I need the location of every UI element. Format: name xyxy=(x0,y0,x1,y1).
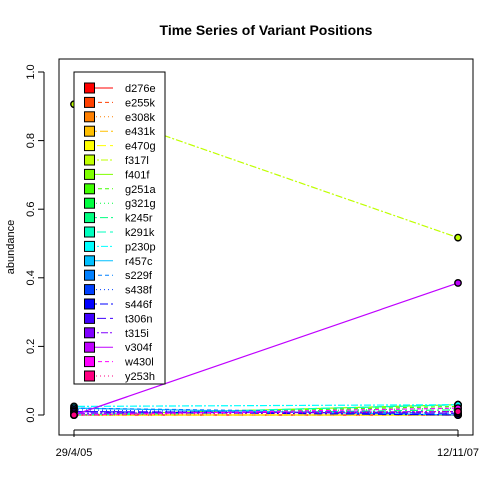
legend: d276e e255k e308k e431k e470g f317l f401f g251a… xyxy=(73,71,166,385)
legend-item: e255k xyxy=(84,96,155,109)
series-layer xyxy=(70,100,462,419)
legend-label: f401f xyxy=(125,169,150,181)
legend-swatch xyxy=(84,96,95,108)
legend-swatch xyxy=(84,154,95,166)
x-tick-label: 12/11/07 xyxy=(437,447,479,459)
legend-swatch xyxy=(84,226,95,238)
x-tick-label: 29/4/05 xyxy=(56,447,93,459)
legend-label: d276e xyxy=(125,83,156,95)
y-tick-label: 0.0 xyxy=(25,407,37,422)
legend-label: e308k xyxy=(125,112,155,124)
legend-swatch xyxy=(84,140,95,152)
legend-swatch xyxy=(84,183,95,195)
data-point xyxy=(454,279,462,287)
legend-label: r457c xyxy=(125,256,153,268)
chart-title: Time Series of Variant Positions xyxy=(160,22,373,38)
y-tick-label: 0.8 xyxy=(25,133,37,148)
legend-swatch xyxy=(84,312,95,324)
legend-label: p230p xyxy=(125,241,156,253)
legend-swatch xyxy=(84,298,95,310)
legend-label: e431k xyxy=(125,126,155,138)
series-y253h xyxy=(70,407,462,419)
legend-item: r457c xyxy=(84,255,153,268)
series-line xyxy=(73,410,459,414)
legend-swatch xyxy=(84,327,95,339)
legend-item: f317l xyxy=(84,154,149,167)
series-line xyxy=(73,410,459,416)
legend-item: e470g xyxy=(84,140,156,153)
legend-item: s438f xyxy=(84,284,153,297)
data-point xyxy=(70,411,78,419)
legend-swatch xyxy=(84,284,95,296)
series-line xyxy=(73,103,459,239)
legend-item: v304f xyxy=(84,341,153,354)
legend-item: e308k xyxy=(84,111,155,124)
data-point xyxy=(454,233,462,242)
y-tick-label: 0.6 xyxy=(25,202,37,217)
y-tick-label: 0.2 xyxy=(25,339,37,354)
legend-label: w430l xyxy=(124,357,154,369)
legend-item: t306n xyxy=(84,312,153,325)
legend-label: g321g xyxy=(125,198,156,210)
legend-swatch xyxy=(84,197,95,209)
y-tick-label: 0.4 xyxy=(25,270,37,285)
legend-label: s229f xyxy=(125,270,153,282)
legend-label: k291k xyxy=(125,227,155,239)
series-line xyxy=(73,404,459,416)
legend-label: s446f xyxy=(125,299,153,311)
legend-label: e255k xyxy=(125,97,155,109)
legend-swatch xyxy=(84,341,95,353)
legend-swatch xyxy=(84,356,95,368)
legend-label: f317l xyxy=(125,155,149,167)
legend-item: t315i xyxy=(84,327,149,340)
legend-label: t315i xyxy=(125,328,149,340)
legend-label: y253h xyxy=(125,371,155,383)
series-line xyxy=(73,404,459,408)
legend-swatch xyxy=(84,125,95,137)
legend-item: y253h xyxy=(84,370,155,383)
series-line xyxy=(73,282,459,416)
data-point xyxy=(454,407,462,416)
legend-label: g251a xyxy=(125,184,156,196)
legend-item: p230p xyxy=(84,240,156,253)
legend-label: k245r xyxy=(125,213,153,225)
legend-item: s446f xyxy=(84,298,153,311)
legend-item: k245r xyxy=(84,212,153,225)
legend-swatch xyxy=(84,82,95,94)
legend-item: w430l xyxy=(84,356,154,369)
legend-item: g321g xyxy=(84,197,156,210)
legend-item: k291k xyxy=(84,226,155,239)
legend-swatch xyxy=(84,255,95,267)
series-line xyxy=(73,407,459,414)
legend-item: f401f xyxy=(84,168,150,181)
legend-item: d276e xyxy=(84,82,156,95)
legend-label: s438f xyxy=(125,285,153,297)
legend-swatch xyxy=(84,168,95,180)
legend-swatch xyxy=(84,212,95,224)
legend-swatch xyxy=(84,240,95,252)
legend-item: g251a xyxy=(84,183,156,196)
plot-frame xyxy=(58,58,474,436)
legend-swatch xyxy=(84,370,95,382)
legend-label: t306n xyxy=(125,313,153,325)
legend-label: v304f xyxy=(125,342,153,354)
legend-item: s229f xyxy=(84,269,153,282)
y-tick-label: 1.0 xyxy=(25,64,37,79)
y-axis-label: abundance xyxy=(5,220,17,274)
legend-swatch xyxy=(84,269,95,281)
legend-label: e470g xyxy=(125,141,156,153)
axes: 0.0 0.2 0.4 0.6 0.8 1.0 abundance 29/4/05 12/11/… xyxy=(5,64,479,459)
legend-swatch xyxy=(84,111,95,123)
legend-item: e431k xyxy=(84,125,155,138)
